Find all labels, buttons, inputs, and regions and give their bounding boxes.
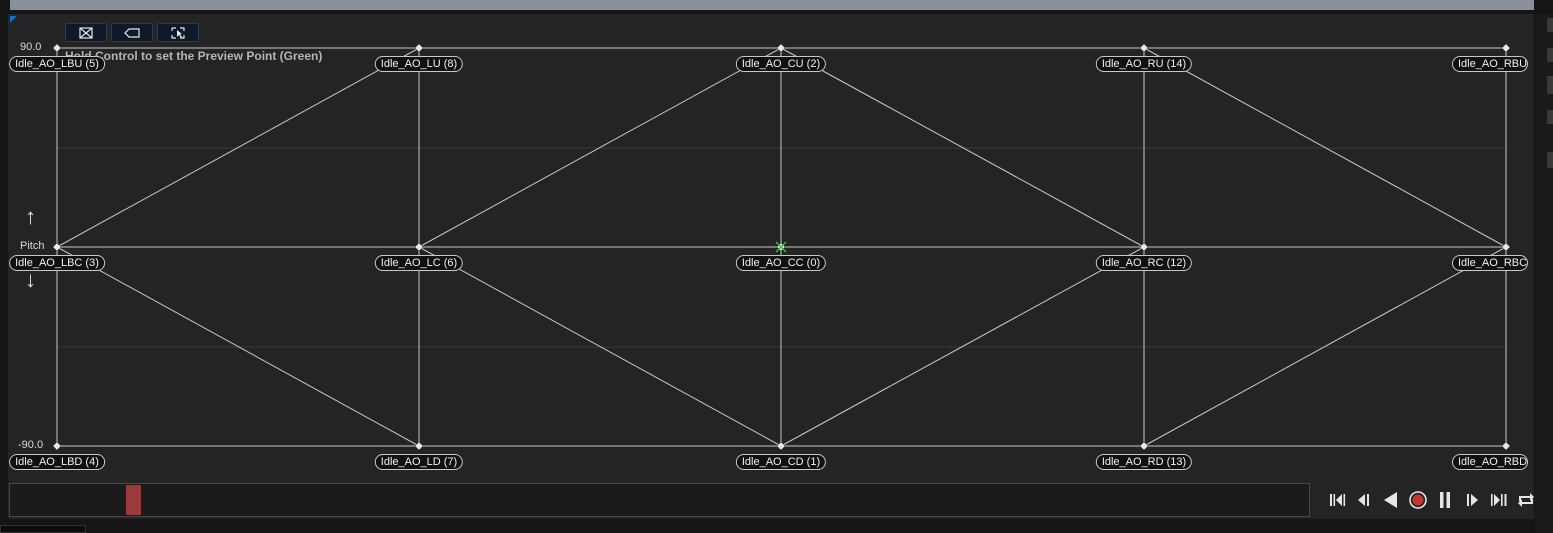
step-forward-button[interactable] (1461, 489, 1482, 511)
sample-point[interactable] (1139, 43, 1149, 53)
arrow-down-icon: ↓ (25, 267, 36, 292)
sample-label[interactable]: Idle_AO_LBD (4) (9, 454, 105, 470)
sample-point[interactable] (52, 441, 62, 451)
show-labels-button[interactable] (111, 23, 153, 42)
sample-point[interactable] (1139, 441, 1149, 451)
pitch-max-label: 90.0 (20, 41, 42, 53)
triangulation-icon (79, 26, 93, 39)
triangulation-edges (56, 47, 1507, 447)
preview-point-hint: Hold Control to set the Preview Point (G… (65, 49, 323, 63)
skip-to-end-button[interactable] (1488, 489, 1509, 511)
sample-label[interactable]: Idle_AO_LBC (3) (9, 255, 105, 271)
sample-label[interactable]: Idle_AO_RBU ( (1452, 56, 1528, 72)
record-button[interactable] (1407, 489, 1428, 511)
triangulation-edge (56, 246, 420, 447)
arrow-up-icon: ↑ (25, 204, 36, 229)
fit-view-button[interactable] (157, 23, 199, 42)
sample-point[interactable] (776, 43, 786, 53)
skip-to-start-icon (1329, 494, 1345, 506)
loop-button[interactable] (1515, 489, 1536, 511)
sample-label[interactable]: Idle_AO_CD (1) (735, 454, 827, 470)
play-reverse-icon (1383, 492, 1397, 508)
pause-icon (1439, 492, 1450, 508)
preview-point[interactable] (775, 241, 787, 253)
skip-to-start-button[interactable] (1326, 489, 1347, 511)
panel-corner-marker (10, 16, 17, 23)
step-forward-icon (1466, 494, 1478, 506)
sample-label[interactable]: Idle_AO_RBD ( (1452, 454, 1528, 470)
sample-label[interactable]: Idle_AO_RC (12) (1095, 255, 1193, 271)
pitch-axis-label: Pitch (20, 240, 45, 252)
sample-point[interactable] (414, 441, 424, 451)
transport-controls (1326, 489, 1536, 511)
triangulation-edge (1143, 47, 1507, 248)
sample-point[interactable] (414, 242, 424, 252)
pause-button[interactable] (1434, 489, 1455, 511)
label-tag-icon (124, 27, 140, 38)
skip-to-end-icon (1490, 494, 1506, 506)
sample-point[interactable] (52, 242, 62, 252)
pitch-min-label: -90.0 (18, 439, 44, 451)
right-details-panel (1535, 14, 1553, 533)
triangulation-edge (780, 246, 1145, 447)
sample-point[interactable] (1501, 441, 1511, 451)
select-cursor-icon (171, 26, 185, 39)
step-back-button[interactable] (1353, 489, 1374, 511)
step-back-icon (1357, 494, 1369, 506)
bottom-tab[interactable] (0, 525, 86, 533)
sample-label[interactable]: Idle_AO_RBC (1452, 255, 1528, 271)
grid-toolbar (65, 23, 199, 42)
sample-label[interactable]: Idle_AO_LC (6) (374, 255, 464, 271)
sample-label[interactable]: Idle_AO_RD (13) (1095, 454, 1193, 470)
preview-timeline[interactable] (9, 483, 1310, 517)
sample-label[interactable]: Idle_AO_LD (7) (374, 454, 464, 470)
triangulation-edge (418, 47, 782, 248)
sample-points (52, 43, 1511, 451)
timeline-scrub-handle[interactable] (126, 485, 141, 515)
sample-point[interactable] (1501, 43, 1511, 53)
record-icon (1408, 491, 1427, 509)
sample-label[interactable]: Idle_AO_LBU (5) (9, 56, 105, 72)
sample-label[interactable]: Idle_AO_CU (2) (735, 56, 827, 72)
play-reverse-button[interactable] (1380, 489, 1401, 511)
loop-icon (1517, 493, 1534, 507)
sample-point[interactable] (52, 43, 62, 53)
triangulation-edge (418, 246, 782, 447)
sample-label[interactable]: Idle_AO_RU (14) (1095, 56, 1193, 72)
sample-label[interactable]: Idle_AO_LU (8) (374, 56, 464, 72)
triangulation-edge (1143, 246, 1507, 447)
sample-point[interactable] (1501, 242, 1511, 252)
triangulation-toggle-button[interactable] (65, 23, 107, 42)
sample-point[interactable] (776, 441, 786, 451)
sample-point[interactable] (414, 43, 424, 53)
triangulation-edge (56, 47, 420, 248)
sample-point[interactable] (1139, 242, 1149, 252)
sample-label[interactable]: Idle_AO_CC (0) (735, 255, 827, 271)
triangulation-edge (780, 47, 1145, 248)
top-bar (10, 0, 1534, 10)
